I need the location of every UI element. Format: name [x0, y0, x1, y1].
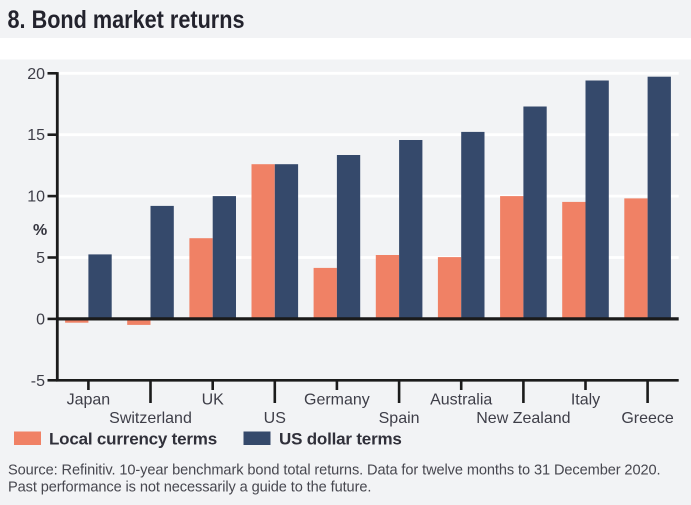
svg-text:8. Bond market returns: 8. Bond market returns — [8, 6, 245, 34]
svg-text:-5: -5 — [31, 373, 45, 390]
svg-text:Local currency terms: Local currency terms — [49, 430, 217, 449]
svg-text:%: % — [33, 222, 47, 239]
svg-text:5: 5 — [36, 250, 45, 267]
svg-text:Past performance is not necess: Past performance is not necessarily a gu… — [8, 480, 371, 496]
svg-text:20: 20 — [27, 66, 45, 83]
svg-text:New Zealand: New Zealand — [476, 410, 570, 427]
svg-text:Spain: Spain — [379, 410, 420, 427]
svg-text:15: 15 — [27, 127, 45, 144]
svg-text:Italy: Italy — [571, 392, 600, 409]
svg-text:Australia: Australia — [430, 392, 492, 409]
svg-text:0: 0 — [36, 311, 45, 328]
svg-text:Japan: Japan — [67, 392, 111, 409]
svg-text:Germany: Germany — [304, 392, 370, 409]
svg-text:UK: UK — [202, 392, 225, 409]
svg-text:Switzerland: Switzerland — [109, 410, 192, 427]
svg-text:Source: Refinitiv. 10-year ben: Source: Refinitiv. 10-year benchmark bon… — [8, 463, 660, 479]
svg-text:US: US — [264, 410, 286, 427]
svg-text:10: 10 — [27, 189, 45, 206]
svg-text:Greece: Greece — [621, 410, 674, 427]
svg-text:US dollar terms: US dollar terms — [279, 430, 402, 449]
